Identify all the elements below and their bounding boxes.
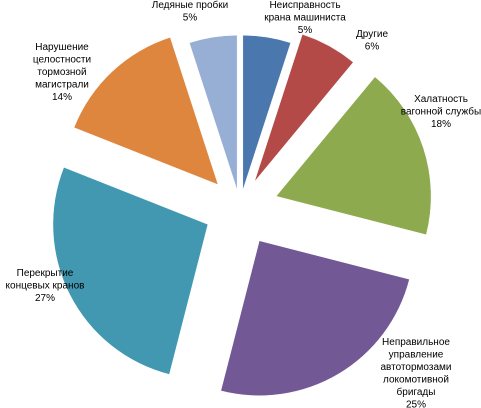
slice-value-label: 5% bbox=[183, 13, 198, 24]
slice-value-label: 5% bbox=[298, 25, 313, 36]
pie-labels: Неисправность крана машиниста 5% Другие 6%Ха… bbox=[6, 0, 481, 408]
slice-name-line: автотормозами bbox=[381, 362, 452, 373]
pie-slice-6 bbox=[73, 36, 219, 186]
slice-label-3: Халатность вагонной службы 18% bbox=[401, 94, 481, 130]
slice-value-label: 27% bbox=[35, 293, 55, 304]
slice-label-6: Нарушение целостности тормозной магистрали 1… bbox=[33, 42, 91, 103]
slice-name-line: крана машиниста bbox=[264, 13, 346, 24]
pie-slices bbox=[52, 33, 432, 396]
slice-name-line: Халатность bbox=[414, 94, 468, 105]
slice-name-line: Неисправность bbox=[269, 0, 340, 11]
slice-label-1: Неисправность крана машиниста 5% bbox=[264, 0, 346, 36]
slice-name-line: управление bbox=[389, 350, 444, 361]
slice-name-line: Неправильное bbox=[382, 337, 450, 348]
slice-name-line: локомотивной bbox=[383, 375, 449, 386]
slice-label-2: Другие 6% bbox=[356, 29, 388, 53]
pie-slice-3 bbox=[275, 76, 432, 236]
slice-value-label: 18% bbox=[431, 119, 451, 130]
pie-slice-7 bbox=[188, 34, 238, 191]
slice-label-7: Ледяные пробки 5% bbox=[152, 0, 228, 24]
slice-value-label: 14% bbox=[52, 92, 72, 103]
pie-slice-4 bbox=[220, 240, 410, 396]
slice-name-line: Нарушение bbox=[35, 42, 89, 53]
slice-name-line: магистрали bbox=[35, 80, 89, 91]
slice-label-5: Перекрытие концевых кранов 27% bbox=[6, 268, 85, 304]
slice-name-line: целостности bbox=[33, 55, 91, 66]
slice-name-line: Ледяные пробки bbox=[152, 0, 228, 11]
slice-name-line: Другие bbox=[356, 29, 388, 40]
pie-slice-5 bbox=[52, 166, 209, 375]
slice-name-line: Перекрытие bbox=[17, 268, 74, 279]
slice-value-label: 25% bbox=[406, 400, 426, 408]
slice-name-line: вагонной службы bbox=[401, 106, 481, 118]
slice-name-line: тормозной bbox=[37, 67, 86, 78]
pie-slice-1 bbox=[242, 34, 292, 191]
slice-value-label: 6% bbox=[365, 42, 380, 53]
pie-slice-2 bbox=[254, 33, 354, 182]
slice-label-4: Неправильное управление автотормозами локом… bbox=[381, 337, 452, 408]
slice-name-line: концевых кранов bbox=[6, 281, 85, 292]
slice-name-line: бригады bbox=[397, 386, 436, 398]
